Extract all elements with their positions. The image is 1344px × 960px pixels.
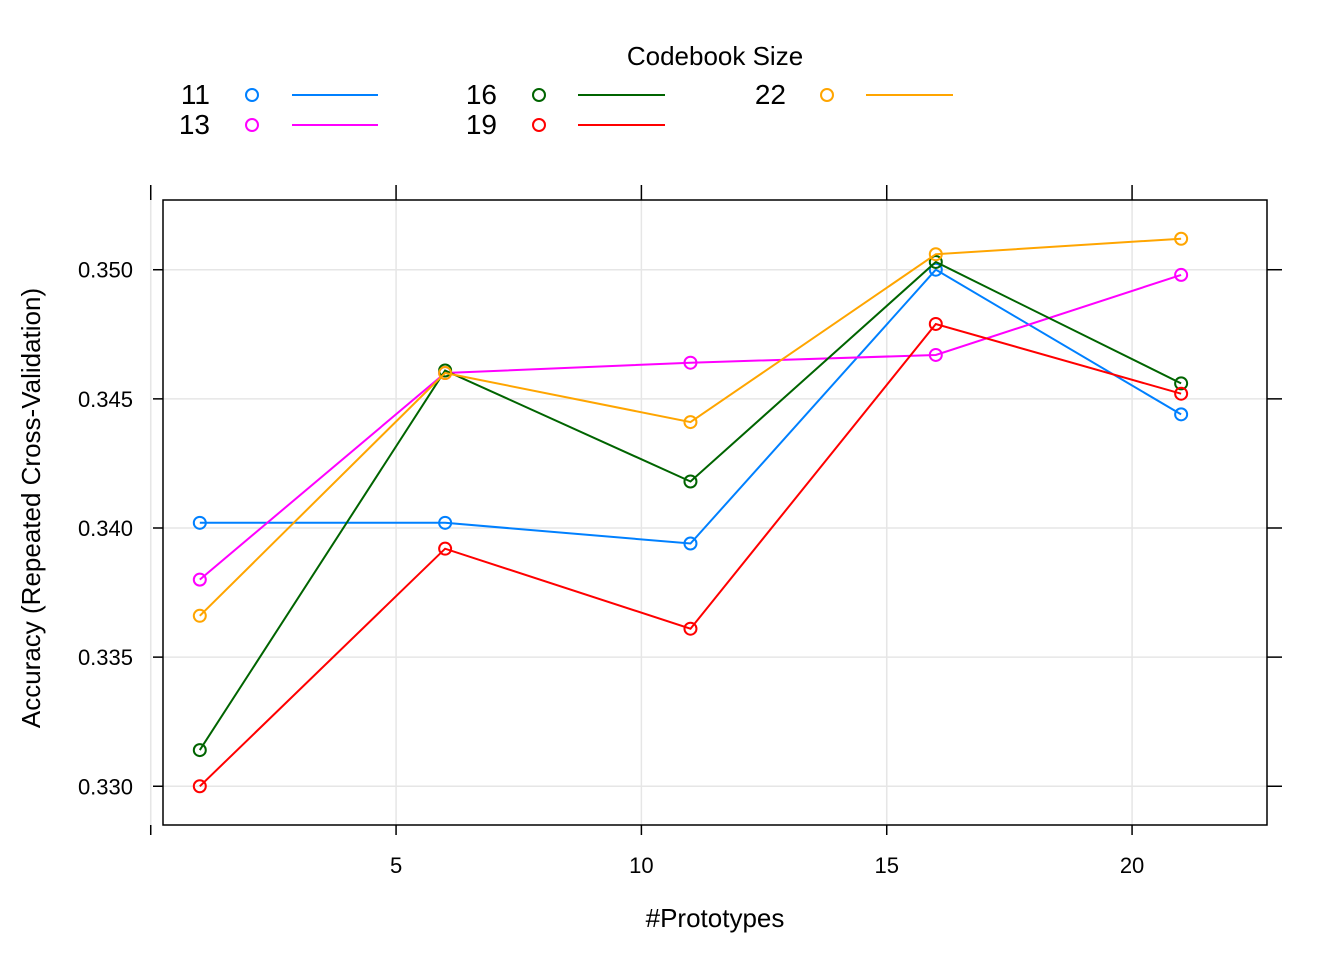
legend-marker <box>532 88 546 102</box>
y-tick-label: 0.345 <box>78 387 133 412</box>
data-point <box>928 347 943 362</box>
legend-item-22: 22 <box>755 79 953 110</box>
x-tick-label: 10 <box>629 853 653 878</box>
data-point <box>1174 231 1189 246</box>
data-point <box>683 415 698 430</box>
data-point <box>928 254 943 269</box>
series-19 <box>192 316 1189 794</box>
data-point <box>1174 407 1189 422</box>
legend-item-19: 19 <box>466 109 665 140</box>
legend-title: Codebook Size <box>627 41 803 71</box>
data-point <box>192 572 207 587</box>
x-tick-label: 20 <box>1120 853 1144 878</box>
grid-lines <box>149 200 1267 825</box>
data-point <box>1174 386 1189 401</box>
data-point <box>928 316 943 331</box>
x-axis-label: #Prototypes <box>646 903 785 933</box>
legend-label: 19 <box>466 109 497 140</box>
series-line <box>199 268 1182 545</box>
data-point <box>928 262 943 277</box>
data-point <box>1174 376 1189 391</box>
x-tick-label: 15 <box>874 853 898 878</box>
data-point <box>683 536 698 551</box>
plot-frame <box>162 199 1268 826</box>
data-point <box>192 515 207 530</box>
legend-marker <box>245 88 259 102</box>
axes: 5 10 15 20 0.330 0.335 0.340 0.345 0.350 <box>78 185 1282 878</box>
legend-item-11: 11 <box>181 79 378 110</box>
y-axis-label: Accuracy (Repeated Cross-Validation) <box>16 288 46 728</box>
legend-marker <box>820 88 834 102</box>
data-point <box>192 779 207 794</box>
y-tick-label: 0.330 <box>78 774 133 799</box>
legend-label: 22 <box>755 79 786 110</box>
series-11 <box>192 262 1189 551</box>
data-point <box>192 608 207 623</box>
series-line <box>199 273 1182 581</box>
x-tick-label: 5 <box>390 853 402 878</box>
series-line <box>199 322 1182 788</box>
data-point <box>683 355 698 370</box>
series-lines <box>192 231 1189 794</box>
legend-label: 11 <box>181 79 210 110</box>
y-tick-label: 0.350 <box>78 258 133 283</box>
data-point <box>683 621 698 636</box>
data-point <box>928 247 943 262</box>
legend-label: 13 <box>179 109 210 140</box>
data-point <box>438 366 453 381</box>
series-22 <box>192 231 1189 623</box>
data-point <box>438 541 453 556</box>
legend-item-13: 13 <box>179 109 378 140</box>
y-tick-label: 0.335 <box>78 645 133 670</box>
data-point <box>683 474 698 489</box>
y-tick-label: 0.340 <box>78 516 133 541</box>
data-point <box>1174 267 1189 282</box>
legend-label: 16 <box>466 79 497 110</box>
legend-marker <box>532 118 546 132</box>
data-point <box>438 515 453 530</box>
legend-item-16: 16 <box>466 79 665 110</box>
data-point <box>192 743 207 758</box>
legend-marker <box>245 118 259 132</box>
series-line <box>198 260 1182 751</box>
series-line <box>199 237 1182 617</box>
